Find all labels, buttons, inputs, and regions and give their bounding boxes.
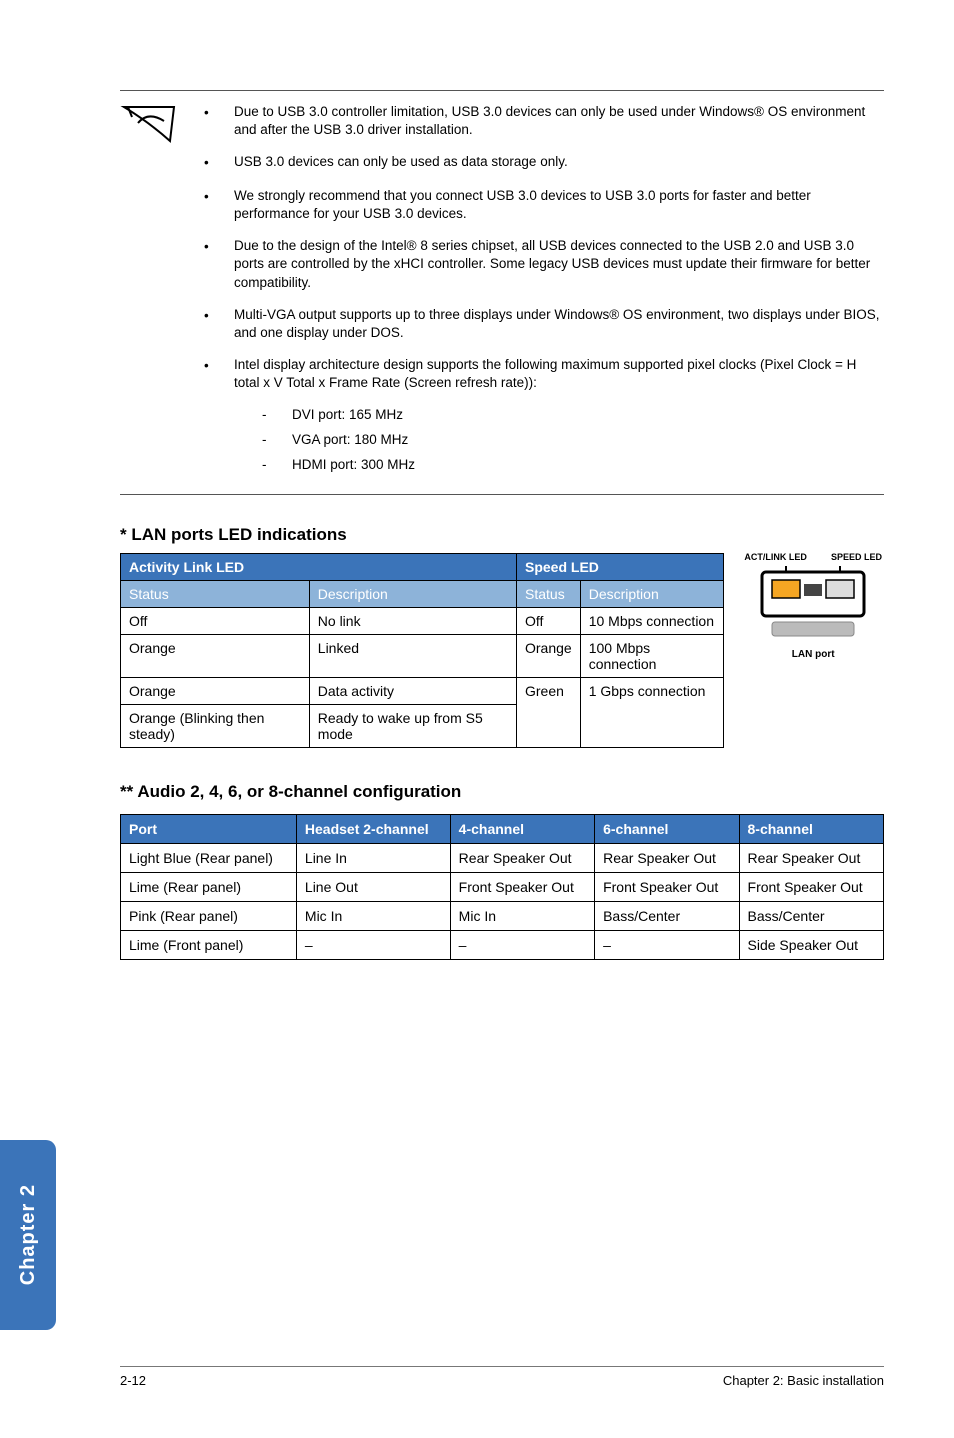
lan-port-caption: LAN port bbox=[742, 649, 884, 660]
cell: Off bbox=[121, 607, 310, 634]
cell: Front Speaker Out bbox=[450, 872, 594, 901]
note-bullet: •Due to USB 3.0 controller limitation, U… bbox=[204, 103, 884, 139]
lan-heading: * LAN ports LED indications bbox=[120, 525, 884, 545]
audio-col-2ch: Headset 2-channel bbox=[296, 814, 450, 843]
audio-col-6ch: 6-channel bbox=[595, 814, 739, 843]
cell: Bass/Center bbox=[595, 901, 739, 930]
note-subtext: HDMI port: 300 MHz bbox=[292, 457, 415, 472]
cell: Ready to wake up from S5 mode bbox=[309, 704, 516, 747]
cell: Pink (Rear panel) bbox=[121, 901, 297, 930]
note-bullet: •Multi-VGA output supports up to three d… bbox=[204, 306, 884, 342]
cell: Green bbox=[517, 677, 581, 747]
cell: Lime (Rear panel) bbox=[121, 872, 297, 901]
note-text: Intel display architecture design suppor… bbox=[234, 356, 884, 392]
chapter-tab: Chapter 2 bbox=[0, 1140, 56, 1330]
page-footer: 2-12 Chapter 2: Basic installation bbox=[120, 1366, 884, 1388]
led-label-right: SPEED LED bbox=[831, 553, 882, 562]
lan-group-speed: Speed LED bbox=[517, 553, 724, 580]
table-row: Off No link Off 10 Mbps connection bbox=[121, 607, 724, 634]
audio-col-4ch: 4-channel bbox=[450, 814, 594, 843]
note-subbullet: -HDMI port: 300 MHz bbox=[262, 457, 884, 472]
lan-col-desc: Description bbox=[580, 580, 724, 607]
cell: Mic In bbox=[450, 901, 594, 930]
cell: Rear Speaker Out bbox=[450, 843, 594, 872]
cell: Side Speaker Out bbox=[739, 930, 883, 959]
cell: 10 Mbps connection bbox=[580, 607, 724, 634]
lan-col-desc: Description bbox=[309, 580, 516, 607]
cell: – bbox=[595, 930, 739, 959]
note-subbullet: -DVI port: 165 MHz bbox=[262, 407, 884, 422]
lan-col-status: Status bbox=[121, 580, 310, 607]
cell: – bbox=[450, 930, 594, 959]
table-row: Orange Linked Orange 100 Mbps connection bbox=[121, 634, 724, 677]
cell: Bass/Center bbox=[739, 901, 883, 930]
cell: Front Speaker Out bbox=[595, 872, 739, 901]
note-bullet: •Due to the design of the Intel® 8 serie… bbox=[204, 237, 884, 292]
lan-port-icon bbox=[758, 566, 868, 642]
cell: Rear Speaker Out bbox=[739, 843, 883, 872]
cell: Line In bbox=[296, 843, 450, 872]
lan-port-diagram: ACT/LINK LED SPEED LED LAN port bbox=[742, 553, 884, 660]
table-row: Pink (Rear panel) Mic In Mic In Bass/Cen… bbox=[121, 901, 884, 930]
note-block: •Due to USB 3.0 controller limitation, U… bbox=[120, 90, 884, 495]
led-label-left: ACT/LINK LED bbox=[744, 553, 807, 562]
lan-group-activity: Activity Link LED bbox=[121, 553, 517, 580]
cell: Orange bbox=[121, 677, 310, 704]
cell: Lime (Front panel) bbox=[121, 930, 297, 959]
chapter-tab-label: Chapter 2 bbox=[17, 1184, 40, 1285]
table-row: Light Blue (Rear panel) Line In Rear Spe… bbox=[121, 843, 884, 872]
cell: – bbox=[296, 930, 450, 959]
note-text: We strongly recommend that you connect U… bbox=[234, 187, 884, 223]
cell: No link bbox=[309, 607, 516, 634]
note-bullet: •USB 3.0 devices can only be used as dat… bbox=[204, 153, 884, 172]
table-row: Lime (Front panel) – – – Side Speaker Ou… bbox=[121, 930, 884, 959]
audio-heading: ** Audio 2, 4, 6, or 8-channel configura… bbox=[120, 782, 884, 802]
table-row: Lime (Rear panel) Line Out Front Speaker… bbox=[121, 872, 884, 901]
cell: Off bbox=[517, 607, 581, 634]
audio-col-8ch: 8-channel bbox=[739, 814, 883, 843]
lan-table: Activity Link LED Speed LED Status Descr… bbox=[120, 553, 724, 748]
cell: Orange (Blinking then steady) bbox=[121, 704, 310, 747]
cell: Line Out bbox=[296, 872, 450, 901]
cell: 100 Mbps connection bbox=[580, 634, 724, 677]
note-subbullet: -VGA port: 180 MHz bbox=[262, 432, 884, 447]
note-text: Multi-VGA output supports up to three di… bbox=[234, 306, 884, 342]
note-bullet: •Intel display architecture design suppo… bbox=[204, 356, 884, 392]
note-text: Due to the design of the Intel® 8 series… bbox=[234, 237, 884, 292]
cell: Mic In bbox=[296, 901, 450, 930]
audio-table: Port Headset 2-channel 4-channel 6-chann… bbox=[120, 814, 884, 960]
cell: Orange bbox=[121, 634, 310, 677]
note-text: USB 3.0 devices can only be used as data… bbox=[234, 153, 568, 172]
cell: Linked bbox=[309, 634, 516, 677]
note-subtext: VGA port: 180 MHz bbox=[292, 432, 408, 447]
audio-col-port: Port bbox=[121, 814, 297, 843]
cell: 1 Gbps connection bbox=[580, 677, 724, 747]
note-icon bbox=[120, 103, 180, 482]
chapter-title: Chapter 2: Basic installation bbox=[723, 1373, 884, 1388]
cell: Data activity bbox=[309, 677, 516, 704]
note-subtext: DVI port: 165 MHz bbox=[292, 407, 403, 422]
cell: Front Speaker Out bbox=[739, 872, 883, 901]
note-text: Due to USB 3.0 controller limitation, US… bbox=[234, 103, 884, 139]
table-row: Orange Data activity Green 1 Gbps connec… bbox=[121, 677, 724, 704]
cell: Light Blue (Rear panel) bbox=[121, 843, 297, 872]
cell: Orange bbox=[517, 634, 581, 677]
note-bullet: •We strongly recommend that you connect … bbox=[204, 187, 884, 223]
cell: Rear Speaker Out bbox=[595, 843, 739, 872]
page-number: 2-12 bbox=[120, 1373, 146, 1388]
lan-col-status: Status bbox=[517, 580, 581, 607]
